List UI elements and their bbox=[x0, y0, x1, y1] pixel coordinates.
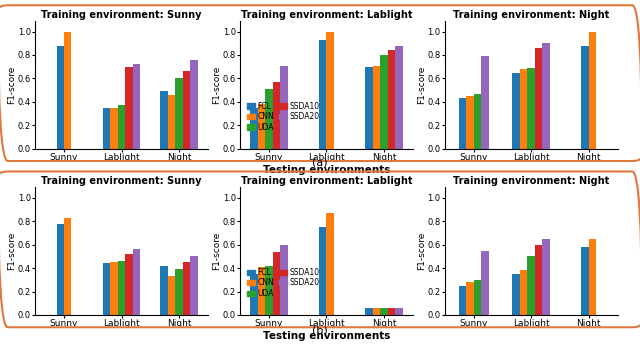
Bar bbox=[535, 245, 543, 315]
Bar bbox=[543, 239, 550, 315]
Text: (b): (b) bbox=[312, 326, 328, 336]
Y-axis label: F1-score: F1-score bbox=[212, 66, 221, 104]
Bar bbox=[396, 308, 403, 315]
Bar bbox=[459, 286, 466, 315]
Bar bbox=[125, 254, 133, 315]
Bar bbox=[175, 78, 183, 149]
Bar bbox=[265, 266, 273, 315]
Bar bbox=[250, 274, 257, 315]
Bar bbox=[250, 108, 257, 149]
Bar bbox=[257, 267, 265, 315]
Bar bbox=[319, 40, 326, 149]
Bar bbox=[191, 257, 198, 315]
Bar bbox=[527, 257, 535, 315]
Bar bbox=[110, 262, 118, 315]
Bar bbox=[513, 274, 520, 315]
Bar bbox=[257, 104, 265, 149]
Y-axis label: F1-score: F1-score bbox=[417, 232, 426, 270]
Legend: FCL, CNN, UDA, SSDA10, SSDA20: FCL, CNN, UDA, SSDA10, SSDA20 bbox=[244, 265, 323, 301]
Bar bbox=[466, 96, 474, 149]
Bar bbox=[103, 108, 110, 149]
Y-axis label: F1-score: F1-score bbox=[8, 66, 17, 104]
Bar bbox=[474, 280, 481, 315]
Bar bbox=[56, 46, 64, 149]
X-axis label: Testing environments: Testing environments bbox=[262, 331, 390, 341]
Bar bbox=[175, 269, 183, 315]
Bar bbox=[118, 105, 125, 149]
Bar bbox=[273, 252, 280, 315]
Bar bbox=[110, 108, 118, 149]
Bar bbox=[589, 239, 596, 315]
Bar bbox=[64, 218, 72, 315]
Bar bbox=[589, 32, 596, 149]
Bar bbox=[319, 227, 326, 315]
Bar bbox=[581, 247, 589, 315]
Text: (a): (a) bbox=[312, 158, 328, 168]
Bar bbox=[365, 308, 372, 315]
Legend: FCL, CNN, UDA, SSDA10, SSDA20: FCL, CNN, UDA, SSDA10, SSDA20 bbox=[244, 99, 323, 135]
Bar bbox=[520, 69, 527, 149]
Y-axis label: F1-score: F1-score bbox=[8, 232, 17, 270]
Bar bbox=[280, 65, 287, 149]
Title: Training environment: Lablight: Training environment: Lablight bbox=[241, 10, 412, 20]
Bar bbox=[133, 64, 140, 149]
Y-axis label: F1-score: F1-score bbox=[212, 232, 221, 270]
Bar bbox=[481, 56, 488, 149]
Bar bbox=[64, 32, 72, 149]
Bar bbox=[372, 308, 380, 315]
Bar bbox=[133, 249, 140, 315]
Bar bbox=[191, 60, 198, 149]
Bar bbox=[365, 67, 372, 149]
Bar bbox=[125, 67, 133, 149]
Bar bbox=[474, 94, 481, 149]
Y-axis label: F1-score: F1-score bbox=[417, 66, 426, 104]
Title: Training environment: Sunny: Training environment: Sunny bbox=[42, 10, 202, 20]
Bar bbox=[168, 276, 175, 315]
Title: Training environment: Night: Training environment: Night bbox=[453, 176, 609, 187]
Bar bbox=[326, 213, 334, 315]
Bar bbox=[581, 46, 589, 149]
Bar bbox=[520, 271, 527, 315]
Bar bbox=[273, 82, 280, 149]
Bar bbox=[527, 68, 535, 149]
Bar bbox=[513, 72, 520, 149]
Bar bbox=[183, 262, 191, 315]
Bar bbox=[103, 264, 110, 315]
Bar bbox=[161, 266, 168, 315]
Title: Training environment: Lablight: Training environment: Lablight bbox=[241, 176, 412, 187]
Bar bbox=[118, 261, 125, 315]
X-axis label: Testing environments: Testing environments bbox=[262, 165, 390, 175]
Bar bbox=[280, 245, 287, 315]
Bar bbox=[396, 46, 403, 149]
Bar bbox=[380, 308, 388, 315]
Bar bbox=[388, 50, 396, 149]
Title: Training environment: Sunny: Training environment: Sunny bbox=[42, 176, 202, 187]
Bar bbox=[543, 43, 550, 149]
Bar bbox=[183, 71, 191, 149]
Bar bbox=[372, 65, 380, 149]
Bar bbox=[56, 224, 64, 315]
Bar bbox=[265, 89, 273, 149]
Bar bbox=[380, 55, 388, 149]
Bar bbox=[459, 98, 466, 149]
Bar bbox=[466, 282, 474, 315]
Bar bbox=[326, 32, 334, 149]
Bar bbox=[161, 91, 168, 149]
Bar bbox=[168, 95, 175, 149]
Bar bbox=[535, 48, 543, 149]
Title: Training environment: Night: Training environment: Night bbox=[453, 10, 609, 20]
Bar bbox=[388, 308, 396, 315]
Bar bbox=[481, 251, 488, 315]
